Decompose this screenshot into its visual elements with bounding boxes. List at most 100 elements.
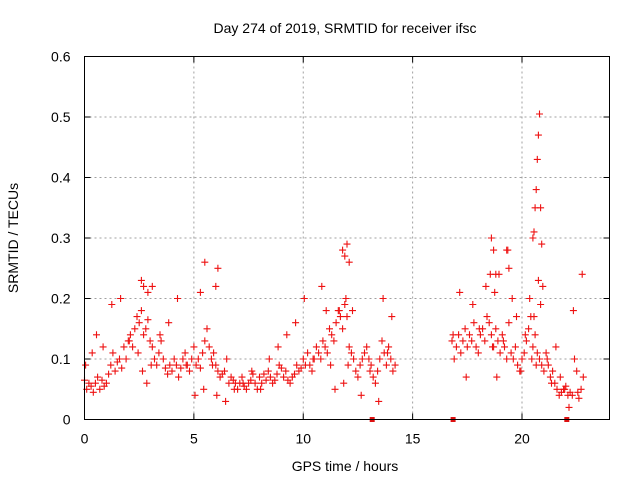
data-point bbox=[318, 282, 326, 290]
data-point bbox=[210, 349, 218, 357]
data-point bbox=[188, 355, 196, 363]
data-point bbox=[525, 325, 533, 333]
data-point bbox=[200, 385, 208, 393]
data-point bbox=[456, 288, 464, 296]
data-point bbox=[461, 325, 469, 333]
data-point bbox=[133, 313, 141, 321]
data-point bbox=[514, 361, 522, 369]
data-point bbox=[271, 376, 279, 384]
data-point bbox=[214, 367, 222, 375]
data-point bbox=[384, 349, 391, 357]
data-point bbox=[222, 397, 230, 405]
data-point bbox=[459, 337, 467, 345]
data-point bbox=[251, 379, 259, 387]
data-point bbox=[578, 270, 586, 278]
data-point bbox=[530, 228, 538, 236]
data-point bbox=[88, 349, 96, 357]
data-point bbox=[539, 282, 547, 290]
data-point bbox=[347, 349, 355, 357]
data-point bbox=[534, 276, 542, 284]
data-point bbox=[571, 355, 578, 363]
data-point bbox=[344, 361, 352, 369]
data-point bbox=[286, 379, 294, 387]
data-point bbox=[116, 355, 123, 363]
data-point bbox=[345, 258, 353, 266]
y-tick-labels: 0 0.1 0.2 0.3 0.4 0.5 0.6 bbox=[51, 49, 71, 428]
data-point bbox=[542, 349, 550, 357]
data-point bbox=[331, 385, 339, 393]
data-point bbox=[317, 355, 325, 363]
data-point bbox=[466, 331, 473, 339]
data-point bbox=[361, 349, 368, 357]
data-point bbox=[532, 186, 540, 194]
data-point bbox=[214, 264, 222, 272]
data-point bbox=[336, 313, 344, 321]
data-point bbox=[326, 325, 333, 333]
data-point bbox=[491, 288, 499, 296]
data-point bbox=[363, 343, 371, 351]
data-point bbox=[518, 355, 526, 363]
data-point bbox=[482, 282, 490, 290]
data-point bbox=[273, 370, 281, 378]
data-point bbox=[538, 240, 546, 248]
data-point bbox=[196, 364, 204, 372]
data-point bbox=[129, 343, 137, 351]
data-point bbox=[496, 349, 504, 357]
data-point bbox=[449, 331, 457, 339]
data-point bbox=[174, 295, 181, 302]
data-point bbox=[529, 234, 537, 242]
data-point bbox=[492, 270, 500, 278]
data-point bbox=[492, 325, 500, 333]
data-point bbox=[175, 373, 183, 381]
data-point bbox=[376, 355, 384, 363]
data-point bbox=[522, 337, 530, 345]
data-point bbox=[537, 301, 545, 308]
data-point bbox=[378, 337, 386, 345]
data-point bbox=[389, 367, 397, 375]
data-point bbox=[574, 388, 582, 396]
data-point bbox=[87, 382, 95, 390]
data-point bbox=[291, 370, 298, 378]
data-point bbox=[339, 246, 347, 254]
data-point bbox=[513, 313, 520, 321]
data-point bbox=[194, 355, 202, 363]
data-point bbox=[476, 331, 484, 339]
data-point bbox=[503, 355, 511, 363]
y-axis-label: SRMTID / TECUs bbox=[5, 183, 21, 293]
data-point bbox=[122, 355, 130, 363]
data-point bbox=[146, 337, 154, 345]
data-point bbox=[391, 361, 399, 369]
data-point bbox=[487, 331, 495, 339]
data-point bbox=[140, 282, 148, 290]
x-tick-label: 0 bbox=[81, 431, 89, 447]
x-tick-label: 20 bbox=[514, 431, 530, 447]
data-point bbox=[350, 355, 358, 363]
data-point bbox=[345, 343, 353, 351]
data-point bbox=[565, 403, 573, 411]
data-point bbox=[125, 337, 133, 345]
data-point bbox=[562, 382, 570, 390]
data-point bbox=[349, 307, 356, 315]
data-point bbox=[191, 391, 199, 399]
data-point bbox=[209, 361, 216, 369]
data-point bbox=[487, 234, 495, 242]
data-point bbox=[126, 331, 134, 339]
data-point bbox=[179, 355, 187, 363]
data-point bbox=[543, 355, 551, 363]
data-point bbox=[147, 361, 155, 369]
data-point bbox=[533, 155, 541, 163]
data-point bbox=[201, 337, 209, 345]
data-point bbox=[292, 319, 300, 327]
data-point bbox=[98, 376, 106, 384]
data-point bbox=[375, 397, 383, 405]
data-point bbox=[230, 385, 238, 393]
data-point bbox=[137, 307, 145, 315]
data-point bbox=[540, 367, 548, 375]
data-point bbox=[283, 331, 291, 339]
data-point bbox=[385, 343, 393, 351]
data-point bbox=[481, 337, 489, 345]
data-point bbox=[517, 367, 525, 375]
data-point bbox=[330, 337, 338, 345]
data-point bbox=[164, 370, 172, 378]
